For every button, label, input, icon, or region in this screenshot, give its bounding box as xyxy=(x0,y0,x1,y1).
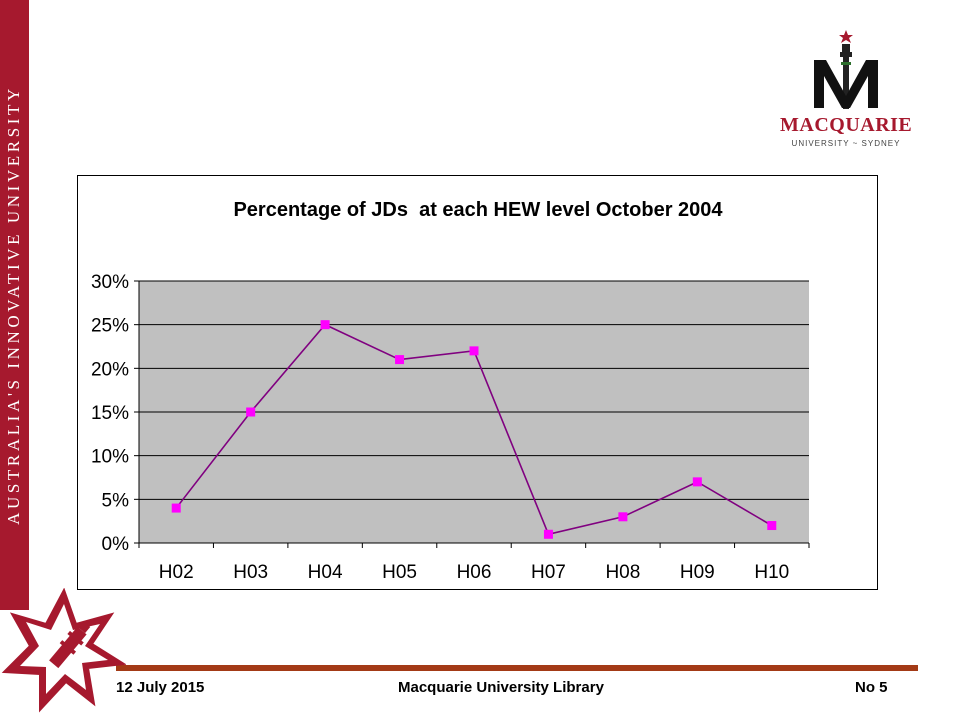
y-tick-label: 20% xyxy=(91,359,129,380)
logo-subtitle: UNIVERSITY ~ SYDNEY xyxy=(791,139,901,148)
x-tick-label: H04 xyxy=(308,562,343,583)
y-tick-label: 30% xyxy=(91,272,129,293)
chart-title: Percentage of JDs at each HEW level Octo… xyxy=(233,199,723,221)
x-tick-label: H03 xyxy=(233,562,268,583)
footer-rule xyxy=(116,665,918,671)
data-point xyxy=(767,521,777,531)
data-point xyxy=(320,320,330,330)
sidebar-tagline: AUSTRALIA'S INNOVATIVE UNIVERSITY xyxy=(4,85,23,525)
x-tick-label: H08 xyxy=(605,562,640,583)
data-point xyxy=(543,529,553,539)
x-tick-label: H05 xyxy=(382,562,417,583)
data-point xyxy=(171,503,181,513)
y-tick-label: 10% xyxy=(91,447,129,468)
side-band: AUSTRALIA'S INNOVATIVE UNIVERSITY xyxy=(0,0,29,610)
x-tick-label: H09 xyxy=(680,562,715,583)
logo-name: MACQUARIE xyxy=(780,114,913,136)
x-tick-label: H06 xyxy=(457,562,492,583)
chart-container: Percentage of JDs at each HEW level Octo… xyxy=(77,175,878,590)
data-point xyxy=(469,346,479,356)
y-tick-label: 5% xyxy=(102,490,130,511)
data-point xyxy=(246,407,256,417)
x-tick-label: H07 xyxy=(531,562,566,583)
star-emblem-icon xyxy=(1,588,126,713)
x-tick-label: H10 xyxy=(754,562,789,583)
y-tick-label: 25% xyxy=(91,316,129,337)
data-point xyxy=(618,512,628,522)
footer-date: 12 July 2015 xyxy=(116,679,205,696)
footer-page-number: No 5 xyxy=(855,679,888,696)
logo-mark-icon xyxy=(814,30,878,109)
y-tick-label: 15% xyxy=(91,403,129,424)
footer-center-title: Macquarie University Library xyxy=(398,679,604,696)
y-tick-label: 0% xyxy=(102,534,130,555)
data-point xyxy=(395,355,405,365)
line-chart: Percentage of JDs at each HEW level Octo… xyxy=(91,199,810,583)
university-logo: MACQUARIE UNIVERSITY ~ SYDNEY xyxy=(780,28,912,154)
data-point xyxy=(692,477,702,487)
x-tick-label: H02 xyxy=(159,562,194,583)
